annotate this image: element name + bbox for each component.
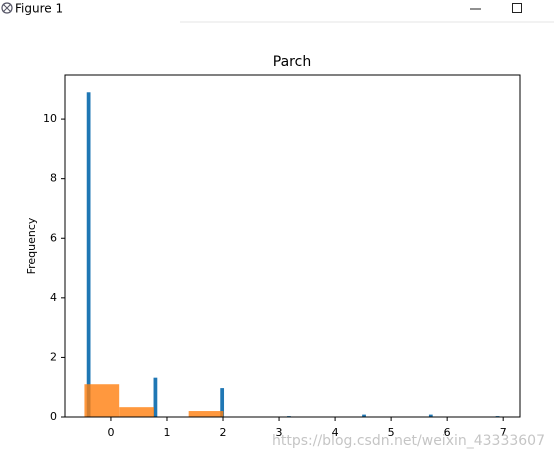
- x-tick-label: 7: [500, 426, 507, 439]
- y-tick-label: 6: [50, 231, 57, 244]
- y-tick-label: 2: [50, 350, 57, 363]
- y-tick-label: 10: [43, 112, 57, 125]
- bar: [188, 411, 224, 417]
- x-tick-label: 0: [107, 426, 114, 439]
- bar: [84, 384, 120, 417]
- x-tick-label: 5: [388, 426, 395, 439]
- axes-frame: [64, 74, 521, 418]
- y-tick-label: 4: [50, 291, 57, 304]
- x-tick-label: 6: [444, 426, 451, 439]
- app-icon: [1, 2, 13, 14]
- x-tick-label: 1: [163, 426, 170, 439]
- bar: [153, 377, 158, 417]
- maximize-button[interactable]: [512, 3, 522, 13]
- bar: [428, 414, 433, 417]
- x-tick-label: 4: [332, 426, 339, 439]
- histogram-series: [84, 384, 224, 417]
- bar: [86, 92, 91, 417]
- bar: [362, 414, 366, 417]
- chart-title: Parch: [273, 54, 311, 70]
- bar: [119, 407, 154, 417]
- window-title: Figure 1: [15, 2, 63, 16]
- y-tick-label: 0: [50, 410, 57, 423]
- y-tick-label: 8: [50, 172, 57, 185]
- y-axis-label: Frequency: [25, 217, 38, 274]
- x-tick-label: 3: [276, 426, 283, 439]
- x-tick-label: 2: [220, 426, 227, 439]
- watermark: https://blog.csdn.net/weixin_43333607: [272, 433, 545, 449]
- bar: [220, 388, 225, 417]
